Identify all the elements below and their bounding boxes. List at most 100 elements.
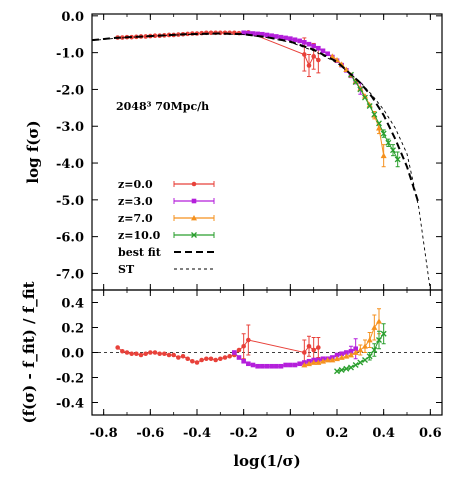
data-point (316, 345, 321, 350)
data-point (352, 349, 359, 355)
data-point (310, 359, 317, 365)
y-tick-label: -1.0 (56, 47, 84, 62)
data-point (134, 351, 139, 357)
x-tick-label: 0.4 (372, 426, 395, 441)
data-point (325, 51, 330, 57)
data-point (191, 215, 197, 221)
data-point (362, 94, 368, 101)
data-point (204, 356, 209, 362)
data-point (264, 32, 270, 38)
y-tick-label: 0.0 (61, 347, 84, 362)
data-point (191, 181, 197, 187)
data-point (339, 351, 344, 357)
data-point (348, 348, 354, 354)
data-point (394, 156, 401, 163)
data-point (297, 361, 302, 367)
data-point (278, 363, 284, 369)
data-point (301, 362, 308, 368)
data-point (348, 352, 354, 358)
data-point (306, 41, 312, 47)
data-point (320, 358, 326, 364)
data-point (129, 351, 134, 357)
data-point (292, 37, 298, 43)
data-point (338, 354, 345, 360)
data-point (241, 343, 246, 349)
data-point (222, 355, 228, 360)
data-point (380, 330, 387, 337)
data-point (218, 356, 223, 362)
data-point (250, 362, 256, 368)
data-point (124, 350, 130, 355)
data-point (264, 363, 270, 369)
data-point (362, 343, 368, 349)
data-point (315, 359, 322, 365)
data-point (213, 357, 218, 363)
y-tick-label: -0.4 (56, 397, 84, 412)
data-point (362, 93, 368, 99)
data-point (357, 86, 364, 93)
data-point (344, 350, 349, 355)
data-point (148, 350, 153, 355)
series-line (243, 32, 361, 89)
legend-label: z=10.0 (118, 229, 161, 242)
data-point (376, 125, 382, 131)
data-point (357, 359, 364, 366)
data-point (269, 33, 274, 39)
data-point (260, 31, 265, 37)
data-point (366, 337, 373, 343)
data-point (334, 368, 340, 375)
legend-label: z=3.0 (118, 195, 153, 208)
data-point (366, 353, 373, 360)
data-point (334, 355, 340, 362)
data-point (371, 111, 378, 118)
data-point (385, 139, 392, 146)
data-point (199, 357, 204, 363)
data-point (236, 355, 242, 360)
y-tick-label: 0.4 (61, 297, 84, 312)
y-tick-label: -4.0 (56, 157, 84, 172)
data-point (348, 364, 354, 371)
data-point (376, 318, 382, 324)
data-point (357, 347, 364, 353)
data-point (274, 363, 279, 369)
data-point (157, 351, 162, 357)
data-point (278, 34, 284, 40)
data-point (288, 36, 293, 41)
data-point (250, 31, 256, 36)
legend-label: ST (118, 263, 135, 276)
x-tick-label: -0.6 (136, 426, 164, 441)
data-point (191, 198, 197, 204)
data-point (246, 337, 251, 343)
legend-label: z=0.0 (118, 178, 153, 191)
data-point (324, 357, 331, 363)
data-point (306, 63, 312, 68)
data-point (190, 358, 195, 364)
x-axis-label: log(1/σ) (233, 452, 300, 470)
data-point (269, 363, 274, 369)
y-tick-label: -6.0 (56, 231, 84, 246)
y-tick-label: -5.0 (56, 194, 84, 209)
data-point (260, 363, 265, 369)
y-tick-label: -7.0 (56, 267, 84, 282)
data-point (352, 362, 359, 368)
data-point (302, 350, 307, 355)
data-point (352, 78, 359, 84)
data-point (311, 54, 316, 59)
data-point (115, 345, 120, 350)
data-point (152, 350, 158, 355)
data-point (353, 346, 358, 352)
data-point (306, 360, 312, 367)
x-tick-label: -0.4 (183, 426, 211, 441)
data-point (274, 34, 279, 39)
data-point (320, 48, 326, 54)
data-point (162, 351, 167, 357)
y-tick-label: -3.0 (56, 120, 84, 135)
simulation-annotation: 2048³ 70Mpc/h (116, 100, 209, 113)
data-point (283, 35, 288, 41)
series-line (331, 55, 385, 156)
data-point (380, 152, 387, 159)
data-point (316, 45, 321, 51)
x-tick-label: 0.6 (419, 426, 442, 441)
data-point (176, 355, 181, 360)
